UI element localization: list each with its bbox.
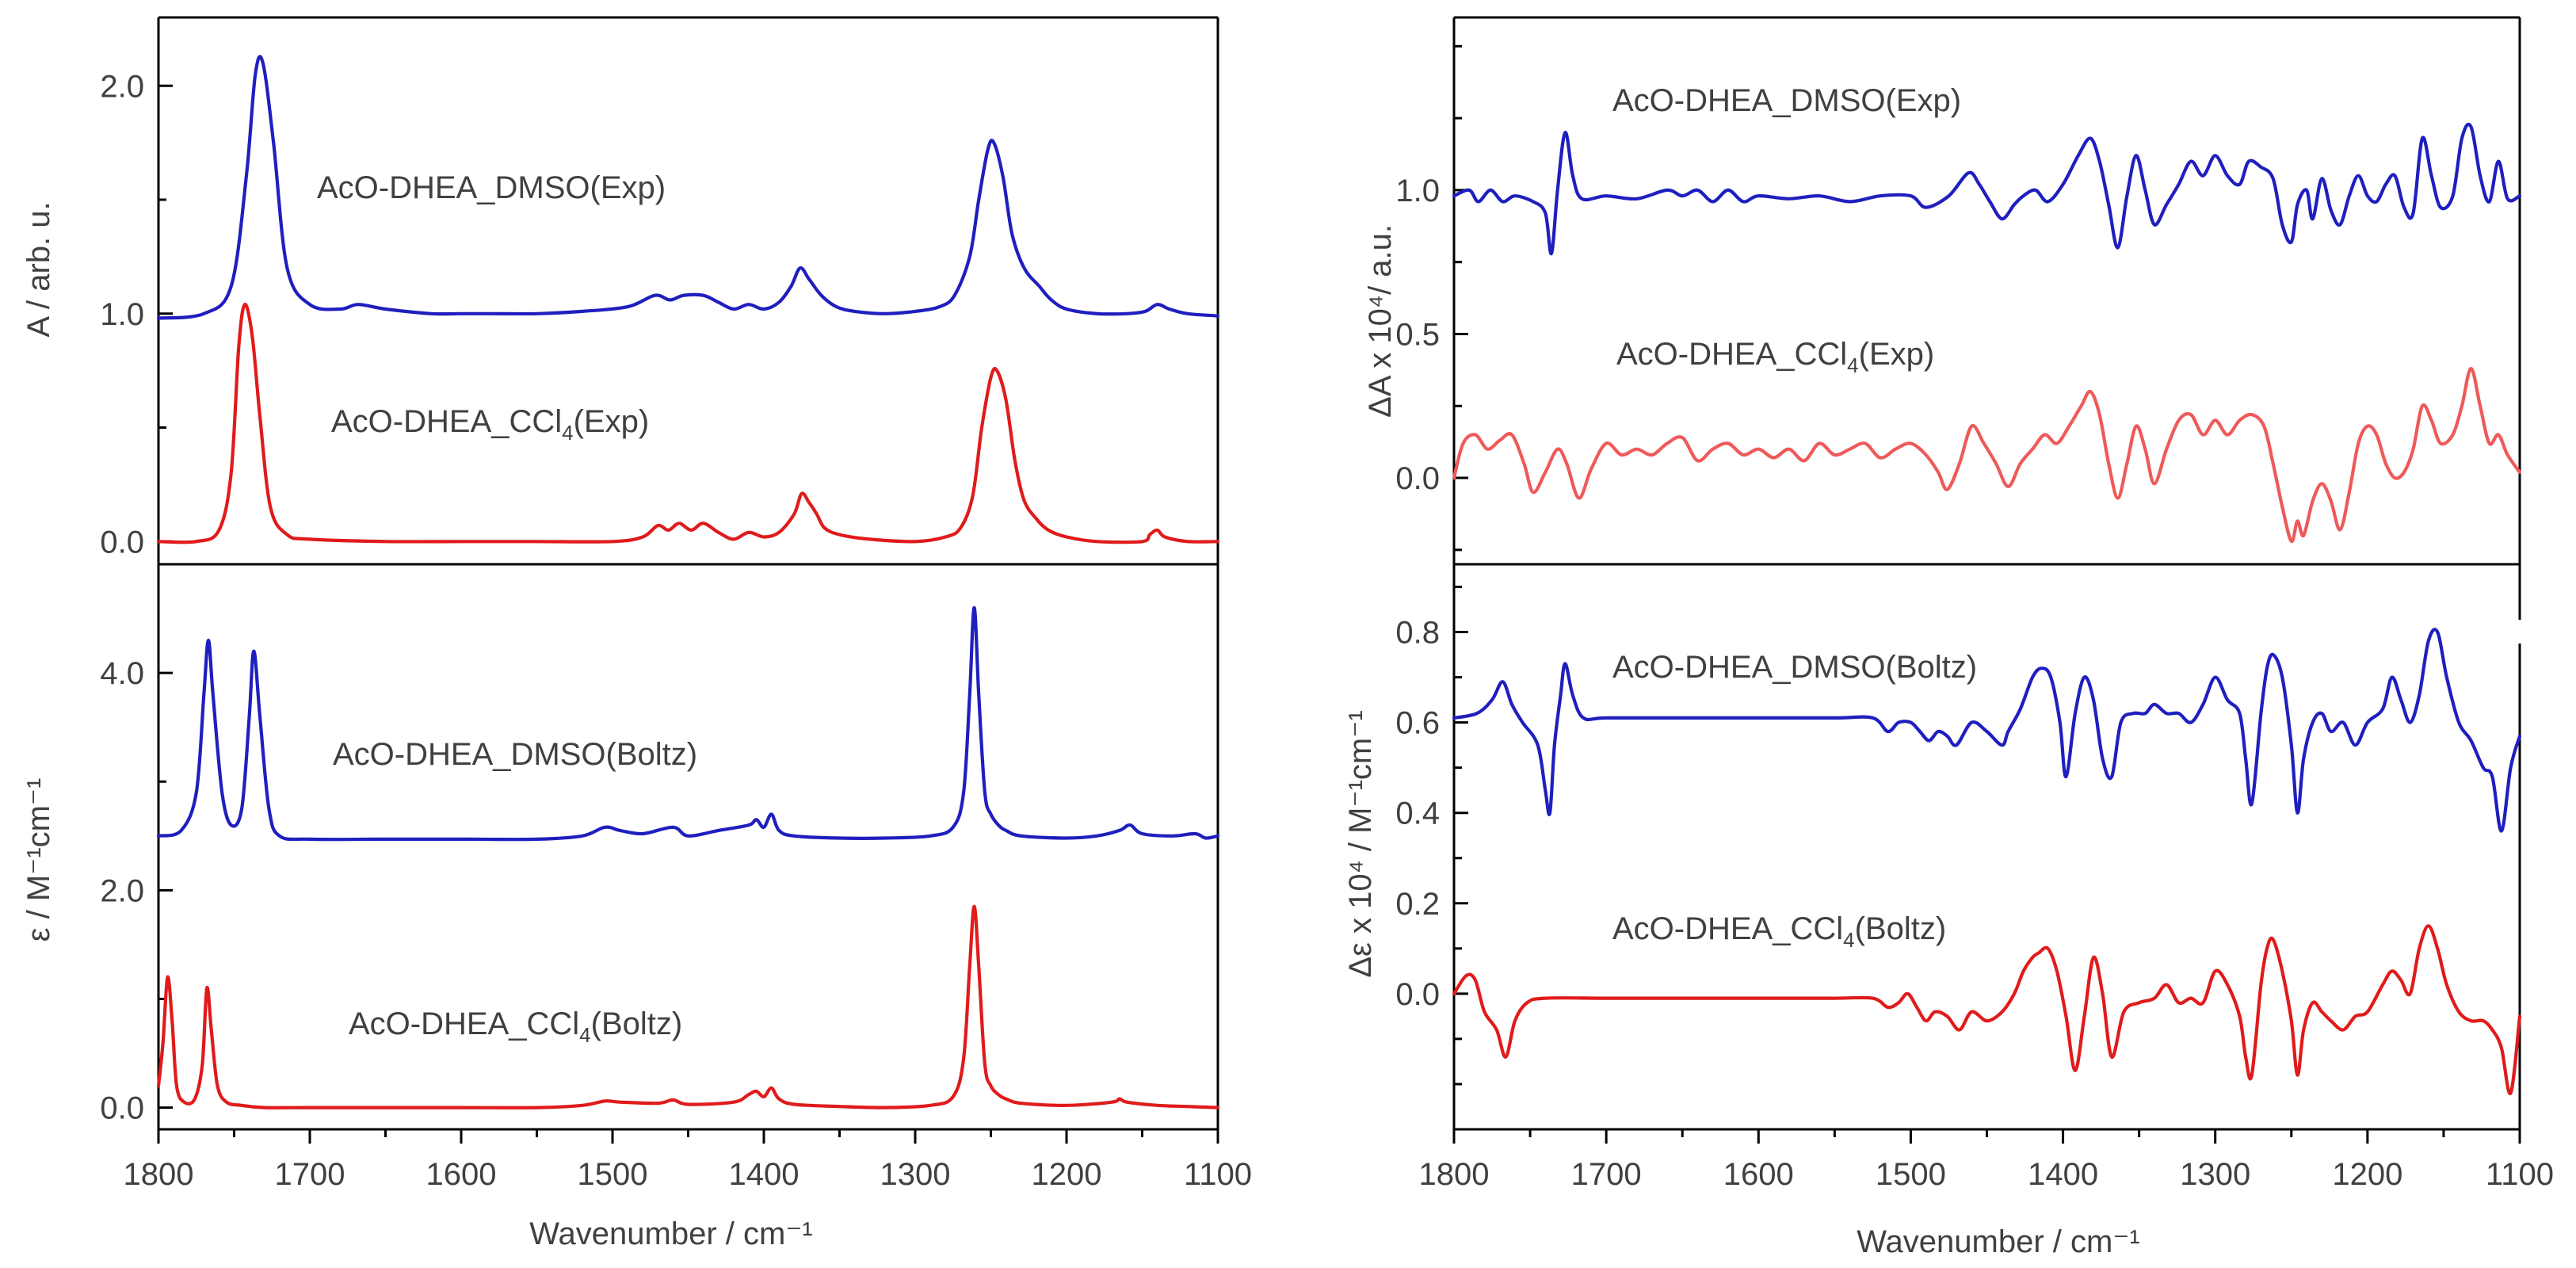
ytick-label: 0.4 bbox=[1395, 796, 1440, 831]
series-label-vcd-experimental-1: AcO-DHEA_CCl4(Exp) bbox=[1616, 337, 1934, 377]
series-label-vcd-boltzmann-0: AcO-DHEA_DMSO(Boltz) bbox=[1612, 650, 1977, 685]
ytick-label: 0.2 bbox=[1395, 887, 1440, 922]
series-label-main: AcO-DHEA_DMSO(Boltz) bbox=[333, 737, 697, 772]
xtick-label: 1200 bbox=[1032, 1157, 1102, 1192]
xtick-label: 1100 bbox=[1184, 1157, 1252, 1192]
ytick-label: 0.0 bbox=[1395, 461, 1440, 496]
series-label-tail: (Boltz) bbox=[1855, 911, 1947, 946]
series-label-main: AcO-DHEA_CCl bbox=[349, 1006, 579, 1041]
ytick-label: 0.0 bbox=[100, 525, 144, 560]
series-label-vcd-boltzmann-1: AcO-DHEA_CCl4(Boltz) bbox=[1612, 911, 1946, 952]
series-label-absorption-experimental-0: AcO-DHEA_DMSO(Exp) bbox=[317, 170, 666, 205]
panel-vcd-boltzmann: 0.0 0.2 0.4 0.6 0.8 1800 1700 1600 1500 1400 1300 1… bbox=[1395, 563, 2554, 1192]
xtick-label: 1300 bbox=[2180, 1157, 2250, 1192]
ytick-label: 4.0 bbox=[100, 656, 144, 691]
xtick-label: 1600 bbox=[1723, 1157, 1794, 1192]
series-line-extinction-boltzmann-1 bbox=[156, 904, 1220, 1110]
ytick-label: 0.0 bbox=[100, 1091, 144, 1126]
xtick-label: 1100 bbox=[2486, 1157, 2554, 1192]
xtick-label: 1800 bbox=[1419, 1157, 1490, 1192]
series-label-absorption-experimental-1: AcO-DHEA_CCl4(Exp) bbox=[331, 404, 649, 445]
xtick-label: 1500 bbox=[1876, 1157, 1946, 1192]
xtick-label: 1700 bbox=[1571, 1157, 1642, 1192]
series-label-vcd-experimental-0: AcO-DHEA_DMSO(Exp) bbox=[1612, 83, 1961, 118]
series-label-subscript: 4 bbox=[1843, 928, 1854, 952]
xlabel-left: Wavenumber / cm⁻¹ bbox=[529, 1216, 812, 1251]
series-label-tail: (Exp) bbox=[1859, 337, 1935, 372]
ylabel-vcd-experimental: ΔA x 10⁴/ a.u. bbox=[1363, 224, 1398, 418]
xtick-label: 1200 bbox=[2332, 1157, 2402, 1192]
xlabel-right: Wavenumber / cm⁻¹ bbox=[1857, 1224, 2139, 1259]
series-line-absorption-experimental-1 bbox=[156, 303, 1220, 544]
xtick-label: 1500 bbox=[578, 1157, 648, 1192]
ytick-label: 1.0 bbox=[100, 297, 144, 332]
series-label-main: AcO-DHEA_CCl bbox=[1616, 337, 1847, 372]
ytick-label: 0.6 bbox=[1395, 706, 1440, 741]
series-label-subscript: 4 bbox=[562, 421, 573, 445]
ylabel-vcd-boltzmann: Δε x 10⁴ / M⁻¹cm⁻¹ bbox=[1343, 710, 1378, 977]
xtick-label: 1700 bbox=[275, 1157, 345, 1192]
series-label-main: AcO-DHEA_CCl bbox=[1612, 911, 1843, 946]
series-line-vcd-boltzmann-0 bbox=[1452, 628, 2522, 833]
series-label-tail: (Boltz) bbox=[591, 1006, 683, 1041]
series-label-main: AcO-DHEA_CCl bbox=[331, 404, 562, 439]
series-label-main: AcO-DHEA_DMSO(Exp) bbox=[317, 170, 666, 205]
xtick-label: 1800 bbox=[124, 1157, 194, 1192]
series-line-absorption-experimental-0 bbox=[156, 55, 1220, 320]
xtick-label: 1300 bbox=[880, 1157, 951, 1192]
series-label-extinction-boltzmann-1: AcO-DHEA_CCl4(Boltz) bbox=[349, 1006, 682, 1047]
ytick-label: 2.0 bbox=[100, 873, 144, 908]
ytick-label: 0.5 bbox=[1395, 317, 1440, 352]
xtick-label: 1600 bbox=[426, 1157, 497, 1192]
series-line-vcd-experimental-0 bbox=[1452, 122, 2522, 255]
series-label-main: AcO-DHEA_DMSO(Exp) bbox=[1612, 83, 1961, 118]
ytick-label: 0.8 bbox=[1395, 616, 1440, 651]
series-line-vcd-boltzmann-1 bbox=[1452, 924, 2522, 1095]
series-label-subscript: 4 bbox=[1847, 353, 1858, 377]
ytick-label: 0.0 bbox=[1395, 977, 1440, 1012]
series-label-main: AcO-DHEA_DMSO(Boltz) bbox=[1612, 650, 1977, 685]
ytick-label: 1.0 bbox=[1395, 174, 1440, 208]
series-line-extinction-boltzmann-0 bbox=[156, 605, 1220, 842]
panel-vcd-experimental: 0.0 0.5 1.0 AcO-DHEA_DMSO(Exp) AcO-DHEA_CCl4… bbox=[1395, 16, 2522, 564]
xtick-label: 1400 bbox=[729, 1157, 800, 1192]
panel-absorption-experimental: 0.0 1.0 2.0 AcO-DHEA_DMSO(Exp) AcO-DHEA_CCl4… bbox=[100, 16, 1220, 564]
ytick-label: 2.0 bbox=[100, 69, 144, 104]
series-line-vcd-experimental-1 bbox=[1452, 367, 2522, 544]
ylabel-extinction: ε / M⁻¹cm⁻¹ bbox=[21, 778, 56, 942]
panel-extinction-boltzmann: 0.0 2.0 4.0 1800 1700 1600 1500 1400 1300 1200 110… bbox=[100, 563, 1252, 1192]
series-label-subscript: 4 bbox=[579, 1023, 590, 1047]
ylabel-absorption: A / arb. u. bbox=[21, 201, 56, 337]
series-label-tail: (Exp) bbox=[574, 404, 650, 439]
xtick-label: 1400 bbox=[2028, 1157, 2098, 1192]
series-label-extinction-boltzmann-0: AcO-DHEA_DMSO(Boltz) bbox=[333, 737, 697, 772]
